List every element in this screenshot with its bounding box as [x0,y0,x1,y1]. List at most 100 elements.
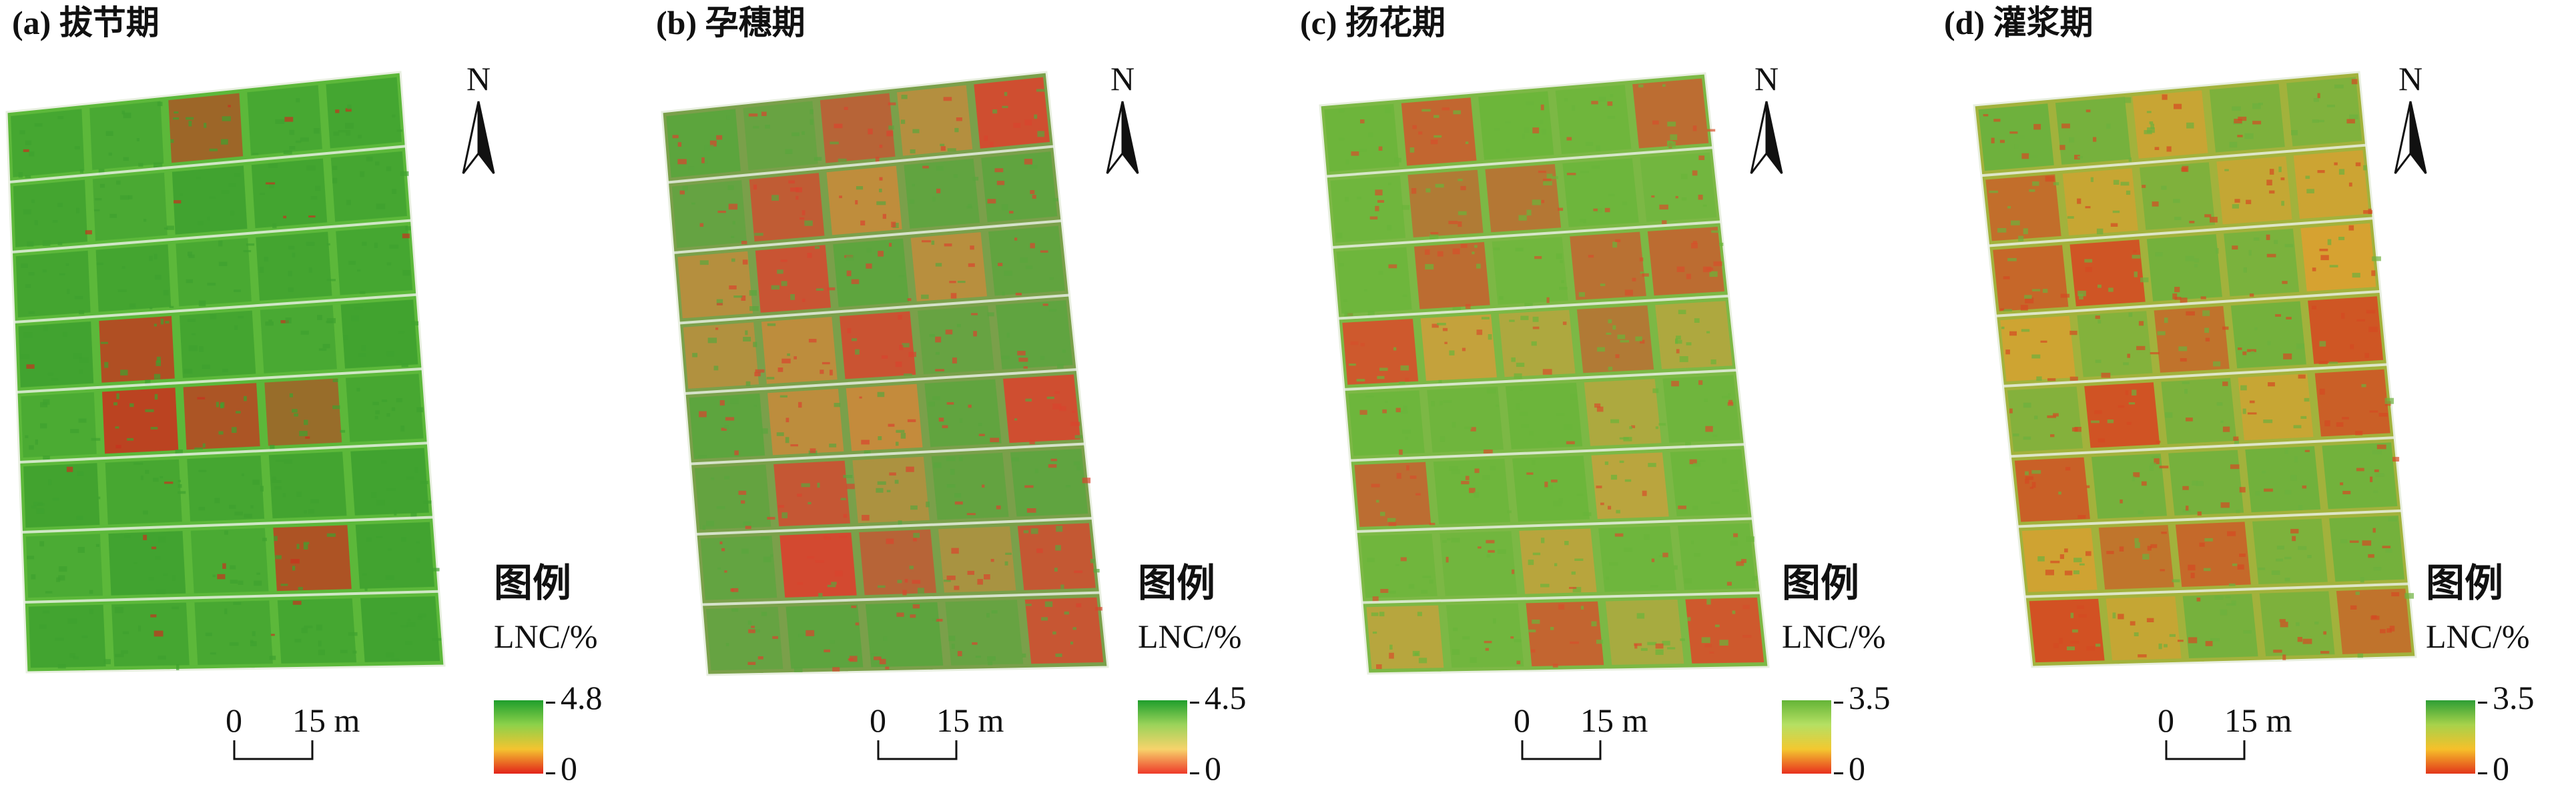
north-label: N [1754,60,1779,97]
plot-block [190,528,269,594]
plot-block [779,532,857,598]
plot-block [336,225,413,295]
plot-block [1498,309,1576,377]
plot-block [2098,525,2174,590]
plot-block [1519,528,1597,594]
plot-block [761,317,838,384]
plot-block [749,173,825,242]
plot-block [677,251,753,319]
plot-block [273,525,352,592]
legend-color-ramp [2426,700,2475,774]
panel-title: (b) 孕穗期 [656,4,806,41]
plot-block [1605,599,1684,665]
legend-max-label: 4.5 [1205,679,1247,716]
plot-block [2146,234,2222,301]
plot-block [1598,526,1676,592]
north-label: N [466,60,491,97]
scale-zero-label: 0 [1514,702,1530,739]
legend-unit: LNC/% [494,618,598,655]
legend: 图例 LNC/% 4.5 0 [1138,560,1288,787]
plot-block [1647,227,1724,296]
plot-block [21,392,97,458]
plot-block [355,522,434,589]
plot-block [1439,531,1518,596]
legend-title: 图例 [1782,560,1860,606]
north-arrow-icon: N [1092,60,1153,187]
map-panel-1: (a) 拔节期 N 0 15 m 图例 LNC/% 4.8 0 [0,0,644,791]
scale-length-label: 15 m [936,702,1004,739]
plot-block [2216,156,2292,225]
legend-tick [1190,772,1199,774]
map-panel-3: (c) 扬花期 N 0 15 m 图例 LNC/% 3.5 0 [1288,0,1932,791]
plot-block [1978,103,2054,171]
plot-block [350,448,429,516]
plot-block [773,460,850,527]
plot-block [683,322,759,389]
plot-block [172,165,248,235]
plot-block [2014,457,2090,522]
plot-block [2168,450,2244,516]
legend-unit: LNC/% [1782,618,1886,655]
plot-block [2077,311,2153,377]
legend-tick [1834,702,1843,704]
plot-block [2314,369,2390,437]
plot-block [105,459,182,525]
map-panel-4: (d) 灌浆期 N 0 15 m 图例 LNC/% 3.5 0 [1932,0,2576,791]
legend-min-label: 0 [1205,750,1221,787]
legend: 图例 LNC/% 4.8 0 [494,560,644,787]
plot-block [1570,231,1646,300]
scale-line [233,740,314,760]
plot-block [2021,528,2098,592]
plot-block [2336,588,2412,654]
plot-block [2084,382,2160,448]
plot-block [1555,85,1632,155]
plot-block [897,85,973,156]
plot-block [1640,152,1717,222]
plot-block [1414,241,1490,309]
plot-block [918,305,994,375]
plot-block [92,172,168,241]
plot-block [1505,382,1583,450]
plot-block [1591,452,1669,520]
legend-tick [546,702,555,704]
legend-tick [546,772,555,774]
field-map [661,71,1109,676]
plot-block [695,464,771,530]
legend-max-label: 3.5 [2493,679,2535,716]
field-map [1319,72,1770,675]
plot-block [2132,90,2208,159]
plot-block [2091,454,2167,519]
plot-block [264,378,342,446]
panel-title: (d) 灌浆期 [1944,4,2094,41]
plot-block [330,151,407,222]
legend-max-label: 4.8 [561,679,603,716]
plot-block [11,109,85,177]
plot-block [168,93,244,163]
plot-block [945,600,1024,666]
plot-block [15,250,91,317]
plot-block [865,602,944,668]
legend-min-label: 0 [561,750,577,787]
plot-block [2062,168,2138,235]
plot-block [23,463,100,528]
plot-block [1584,379,1662,446]
scale-zero-label: 0 [870,702,886,739]
plot-block [1024,597,1104,664]
plot-block [268,452,347,519]
legend-min-label: 0 [2493,750,2509,787]
plot-block [2140,162,2216,230]
north-arrow-icon: N [1736,60,1797,187]
plot-block [2286,77,2362,147]
plot-block [1336,247,1412,314]
legend-tick [2478,772,2487,774]
legend-tick [1834,772,1843,774]
plot-block [340,299,418,369]
north-label: N [2398,60,2423,97]
plot-block [260,305,337,373]
plot-block [194,600,273,665]
plot-block [2224,228,2300,297]
plot-block [700,536,777,600]
plot-block [2175,522,2251,587]
plot-block [1342,319,1419,385]
plot-block [1485,164,1562,233]
